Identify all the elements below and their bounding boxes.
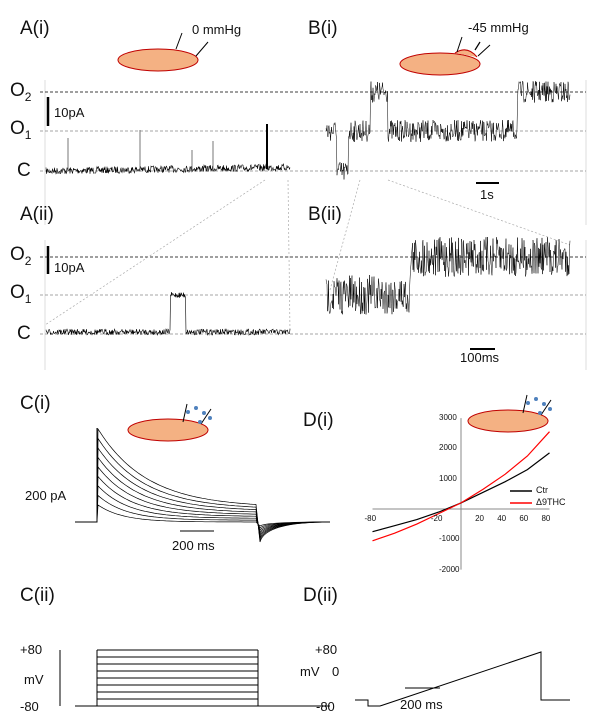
level-o2-bottom: O2 xyxy=(10,244,32,268)
y-tick-label: 1000 xyxy=(439,473,457,483)
drug-molecule xyxy=(198,420,202,424)
drug-molecule xyxy=(194,406,198,410)
x-tick-label: 20 xyxy=(475,514,485,523)
panel-label-c1: C(i) xyxy=(20,393,51,414)
drug-molecule xyxy=(526,401,530,405)
pressure-label-b: -45 mmHg xyxy=(468,20,529,35)
cell-a xyxy=(117,48,199,72)
zoom-guide-line xyxy=(329,179,361,291)
c2-mv: mV xyxy=(24,672,44,687)
x-tick-label: -80 xyxy=(364,514,377,523)
drug-molecule xyxy=(548,407,552,411)
panel-label-b2: B(ii) xyxy=(308,204,342,225)
current-trace xyxy=(75,504,331,527)
pipette-b xyxy=(456,36,463,53)
d2-p80: +80 xyxy=(315,642,338,657)
drug-molecule xyxy=(186,410,190,414)
trace-a2 xyxy=(45,292,291,336)
d2-zero: 0 xyxy=(332,664,340,679)
scale-200ms-d: 200 ms xyxy=(400,697,443,712)
cell-b xyxy=(399,52,481,76)
x-tick-label: -20 xyxy=(430,514,443,523)
scale-1s: 1s xyxy=(480,187,494,202)
zoom-guide-line xyxy=(287,179,291,333)
suction-arrow xyxy=(474,41,481,51)
scale-200pa: 200 pA xyxy=(25,488,67,503)
pipette-a xyxy=(175,32,183,50)
y-tick-label: -2000 xyxy=(439,564,460,574)
cell-d xyxy=(467,409,549,433)
x-tick-label: 80 xyxy=(541,514,551,523)
drug-molecule xyxy=(534,397,538,401)
legend-thc: Δ9THC xyxy=(536,497,566,507)
trace-b1 xyxy=(325,80,571,180)
d2-mv: mV xyxy=(300,664,320,679)
y-tick-label: 3000 xyxy=(439,413,457,423)
series-line-thc xyxy=(372,431,550,542)
level-o1-bottom: O1 xyxy=(10,282,32,306)
x-tick-label: 60 xyxy=(519,514,529,523)
current-trace xyxy=(75,427,331,543)
scale-100ms: 100ms xyxy=(460,350,500,365)
x-tick-label: 40 xyxy=(497,514,507,523)
panel-label-d1: D(i) xyxy=(303,410,334,431)
panel-label-c2: C(ii) xyxy=(20,585,55,606)
pressure-label-a: 0 mmHg xyxy=(192,22,242,37)
level-o1-top: O1 xyxy=(10,118,32,142)
pipette-b2 xyxy=(477,44,491,57)
zoom-guide-line xyxy=(44,179,266,326)
pipette xyxy=(200,408,212,425)
panel-label-a1: A(i) xyxy=(20,18,50,39)
drug-molecule xyxy=(542,402,546,406)
legend-ctr: Ctr xyxy=(536,485,548,495)
trace-b2 xyxy=(325,236,571,315)
drug-molecule xyxy=(202,411,206,415)
voltage-ramp xyxy=(355,651,570,707)
level-o2-top: O2 xyxy=(10,80,32,104)
c2-p80: +80 xyxy=(20,642,43,657)
pipette-a2 xyxy=(195,41,209,57)
panel-label-a2: A(ii) xyxy=(20,204,54,225)
drug-molecule xyxy=(208,416,212,420)
scale-10pa-top: 10pA xyxy=(54,105,85,120)
y-tick-label: -1000 xyxy=(439,534,460,544)
level-c-top: C xyxy=(17,160,31,181)
pipette xyxy=(182,403,188,423)
pipette xyxy=(522,394,528,414)
level-c-bottom: C xyxy=(17,323,31,344)
trace-a1 xyxy=(45,162,291,175)
scale-200ms-c: 200 ms xyxy=(172,538,215,553)
d2-m80: -80 xyxy=(316,699,335,714)
panel-label-d2: D(ii) xyxy=(303,585,338,606)
cell-c xyxy=(127,418,209,442)
drug-molecule xyxy=(538,411,542,415)
c2-m80: -80 xyxy=(20,699,39,714)
zoom-guide-line xyxy=(387,179,571,246)
panel-label-b1: B(i) xyxy=(308,18,338,39)
y-tick-label: 2000 xyxy=(439,443,457,453)
pipette xyxy=(540,399,552,416)
scale-10pa-bottom: 10pA xyxy=(54,260,85,275)
